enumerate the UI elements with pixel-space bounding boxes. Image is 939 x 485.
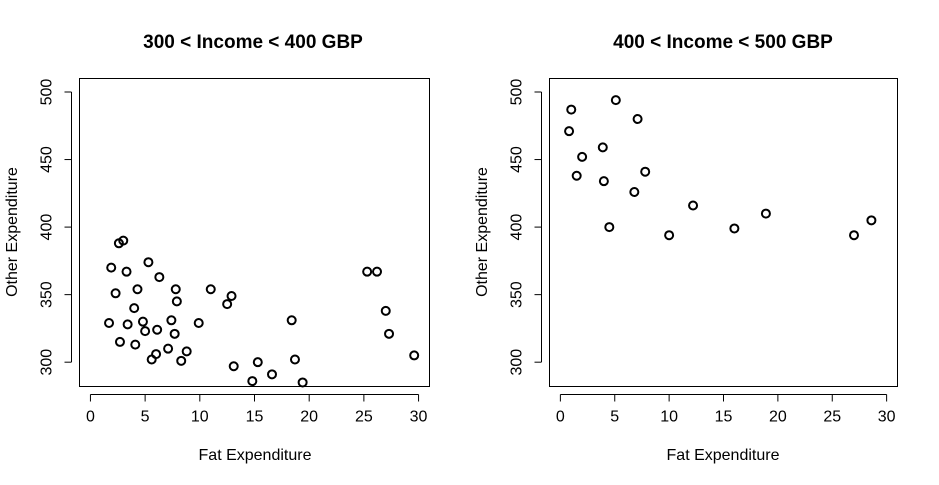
left-data-point	[362, 266, 373, 277]
left-axis-ticks: 0 5 10 15 20 25 30 300 350 400 450 500	[39, 79, 428, 426]
right-x-tick-label: 5	[610, 409, 619, 426]
right-x-tick-label: 30	[878, 409, 896, 426]
left-data-point	[170, 284, 181, 295]
left-y-tick-label: 400	[39, 214, 56, 241]
right-data-point	[564, 126, 575, 137]
right-y-axis-title: Other Expenditure	[474, 167, 491, 297]
left-y-tick-label: 500	[39, 79, 56, 106]
right-plot-frame	[549, 78, 898, 387]
left-x-tick-label: 5	[141, 409, 150, 426]
left-data-point	[205, 284, 216, 295]
right-x-axis-title: Fat Expenditure	[667, 447, 780, 464]
right-y-tick-label: 400	[509, 214, 526, 241]
left-data-point	[104, 318, 115, 329]
left-data-point	[151, 349, 162, 360]
right-y-tick-label: 450	[509, 146, 526, 173]
left-data-point	[137, 316, 148, 327]
left-y-tick-label: 300	[39, 349, 56, 376]
left-data-point	[409, 350, 420, 361]
right-data-point	[760, 208, 771, 219]
left-data-point	[140, 326, 151, 337]
left-data-point	[166, 315, 177, 326]
right-data-point	[566, 104, 577, 115]
left-data-point	[181, 346, 192, 357]
right-scatter-panel: 400 < Income < 500 GBP 0 5 10 15 20 25 30 300 35…	[474, 32, 898, 464]
left-y-axis-title: Other Expenditure	[4, 167, 21, 297]
right-data-point	[629, 186, 640, 197]
left-data-point	[169, 328, 180, 339]
right-x-tick-label: 25	[823, 409, 841, 426]
left-data-point	[228, 361, 239, 372]
left-data-point	[106, 262, 117, 273]
left-data-point	[132, 284, 143, 295]
right-data-point	[866, 215, 877, 226]
right-axis-ticks: 0 5 10 15 20 25 30 300 350 400 450 500	[509, 79, 896, 426]
left-data-point	[297, 377, 308, 388]
right-x-tick-label: 0	[556, 409, 565, 426]
right-y-tick-label: 500	[509, 79, 526, 106]
left-data-point	[222, 299, 233, 310]
left-x-tick-label: 15	[246, 409, 264, 426]
right-data-point	[598, 176, 609, 187]
right-y-tick-label: 350	[509, 281, 526, 308]
right-data-point	[640, 166, 651, 177]
right-data-point	[597, 142, 608, 153]
left-plot-frame	[79, 78, 430, 387]
left-data-point	[226, 290, 237, 301]
right-data-point	[664, 230, 675, 241]
left-data-point	[380, 305, 391, 316]
left-data-point	[121, 266, 132, 277]
left-data-point	[129, 303, 140, 314]
right-y-tick-label: 300	[509, 349, 526, 376]
right-data-point	[571, 170, 582, 181]
left-data-point	[286, 315, 297, 326]
left-y-tick-label: 450	[39, 146, 56, 173]
left-x-tick-label: 30	[410, 409, 428, 426]
left-data-point	[163, 343, 174, 354]
right-data-point	[729, 223, 740, 234]
left-scatter-panel: 300 < Income < 400 GBP 0 5 10 15 20 25 30 300 35…	[4, 32, 430, 464]
left-chart-title: 300 < Income < 400 GBP	[143, 32, 363, 53]
right-data-point	[577, 151, 588, 162]
left-data-point	[193, 318, 204, 329]
right-data-point	[632, 114, 643, 125]
left-data-point	[176, 355, 187, 366]
left-data-points	[104, 235, 420, 388]
left-data-point	[384, 328, 395, 339]
left-x-tick-label: 20	[300, 409, 318, 426]
right-data-point	[604, 222, 615, 233]
left-data-point	[143, 257, 154, 268]
right-data-point	[688, 200, 699, 211]
left-data-point	[289, 354, 300, 365]
left-data-point	[247, 376, 258, 387]
right-chart-title: 400 < Income < 500 GBP	[613, 32, 833, 53]
right-data-point	[849, 230, 859, 241]
left-data-point	[267, 369, 277, 380]
left-data-point	[114, 336, 125, 347]
left-data-point	[130, 339, 141, 350]
left-data-point	[152, 324, 163, 335]
right-x-tick-label: 15	[715, 409, 733, 426]
left-data-point	[171, 296, 182, 307]
right-x-tick-label: 20	[769, 409, 787, 426]
right-x-tick-label: 10	[660, 409, 678, 426]
left-data-point	[118, 235, 129, 246]
left-data-point	[154, 272, 165, 283]
left-data-point	[252, 357, 263, 368]
left-data-point	[122, 319, 133, 330]
left-x-axis-title: Fat Expenditure	[199, 447, 312, 464]
right-data-points	[564, 95, 877, 241]
left-y-tick-label: 350	[39, 281, 56, 308]
right-data-point	[610, 95, 621, 106]
left-x-tick-label: 0	[86, 409, 95, 426]
left-data-point	[110, 288, 121, 299]
left-x-tick-label: 25	[355, 409, 373, 426]
left-x-tick-label: 10	[191, 409, 209, 426]
left-data-point	[372, 266, 382, 277]
